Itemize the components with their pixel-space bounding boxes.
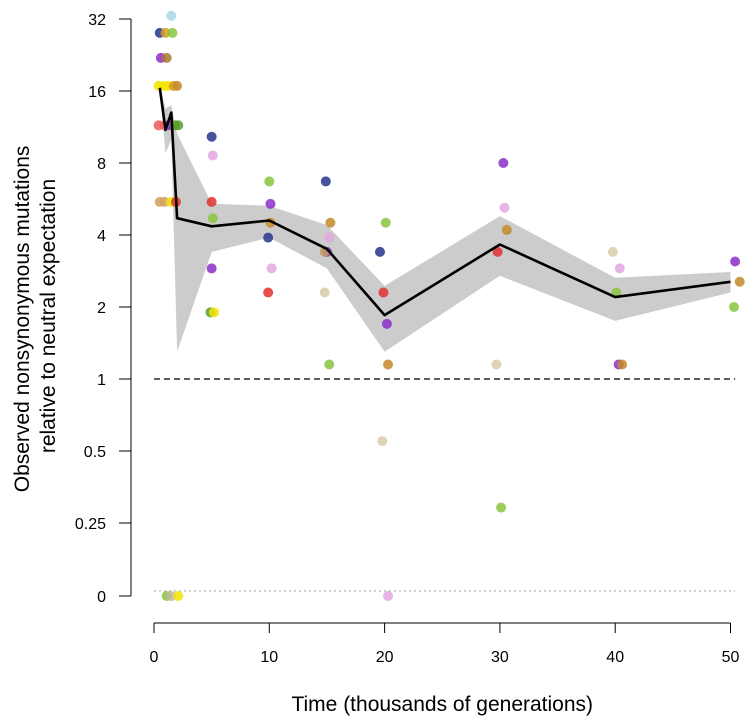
data-point <box>498 158 509 168</box>
data-point <box>491 359 502 370</box>
data-point <box>607 246 618 257</box>
data-point <box>206 196 217 207</box>
x-axis-title: Time (thousands of generations) <box>291 693 593 716</box>
y-tick-label: 0 <box>97 589 106 606</box>
data-point <box>324 359 335 370</box>
data-point <box>173 120 184 131</box>
data-point <box>378 287 389 298</box>
data-point <box>499 202 510 213</box>
data-point <box>324 232 335 243</box>
ticks-layer: 32 16 8 4 2 1 0.5 0.25 0 0 10 20 30 40 50 <box>75 12 740 666</box>
data-points-layer <box>153 10 745 601</box>
y-axis-title: Observed nonsynonymous mutations relativ… <box>11 140 60 493</box>
y-tick-label: 32 <box>88 12 106 29</box>
data-point <box>496 502 507 513</box>
data-point <box>730 256 741 267</box>
data-point <box>167 27 178 38</box>
y-axis-title-line-2: relative to neutral expectation <box>37 179 60 453</box>
mean-line <box>158 87 731 317</box>
y-tick-label: 1 <box>97 372 106 389</box>
x-tick-label: 0 <box>150 649 159 666</box>
x-tick-label: 50 <box>722 649 740 666</box>
x-tick-label: 30 <box>491 649 509 666</box>
data-point <box>263 232 274 243</box>
y-tick-label: 0.5 <box>84 444 106 461</box>
data-point <box>501 224 512 235</box>
data-point <box>206 263 217 274</box>
y-tick-label: 8 <box>97 156 106 173</box>
data-point <box>383 359 394 370</box>
data-point <box>172 80 183 91</box>
data-point <box>264 176 275 187</box>
data-point <box>161 52 172 63</box>
data-point <box>734 276 745 287</box>
data-point <box>208 307 219 318</box>
data-point <box>617 359 628 370</box>
data-point <box>265 198 276 209</box>
x-tick-label: 10 <box>260 649 278 666</box>
data-point <box>160 27 171 38</box>
data-point <box>611 287 622 298</box>
data-point <box>319 287 330 298</box>
data-point <box>728 302 739 312</box>
data-point <box>374 246 385 257</box>
data-point <box>207 213 218 224</box>
confidence-band-layer <box>159 85 731 352</box>
data-point <box>383 591 394 601</box>
mean-line-layer <box>158 87 731 317</box>
y-tick-label: 0.25 <box>75 516 106 533</box>
data-point <box>492 246 503 257</box>
x-tick-label: 20 <box>376 649 394 666</box>
data-point <box>380 217 391 228</box>
data-point <box>207 150 218 161</box>
data-point <box>320 176 331 187</box>
data-point <box>263 287 274 298</box>
data-point <box>377 436 388 447</box>
reference-lines-layer <box>154 378 736 592</box>
data-point <box>325 217 336 228</box>
data-point <box>266 263 277 274</box>
y-tick-label: 4 <box>97 228 106 245</box>
y-axis-title-line-1: Observed nonsynonymous mutations <box>11 146 34 493</box>
data-point <box>381 318 392 329</box>
y-tick-label: 2 <box>97 300 106 317</box>
data-point <box>173 591 184 601</box>
y-tick-label: 16 <box>88 84 106 101</box>
data-point <box>159 196 170 207</box>
data-point <box>614 263 625 274</box>
data-point <box>166 591 177 601</box>
data-point <box>166 10 177 21</box>
confidence-band <box>159 85 731 352</box>
data-point <box>206 131 217 142</box>
x-tick-label: 40 <box>606 649 624 666</box>
